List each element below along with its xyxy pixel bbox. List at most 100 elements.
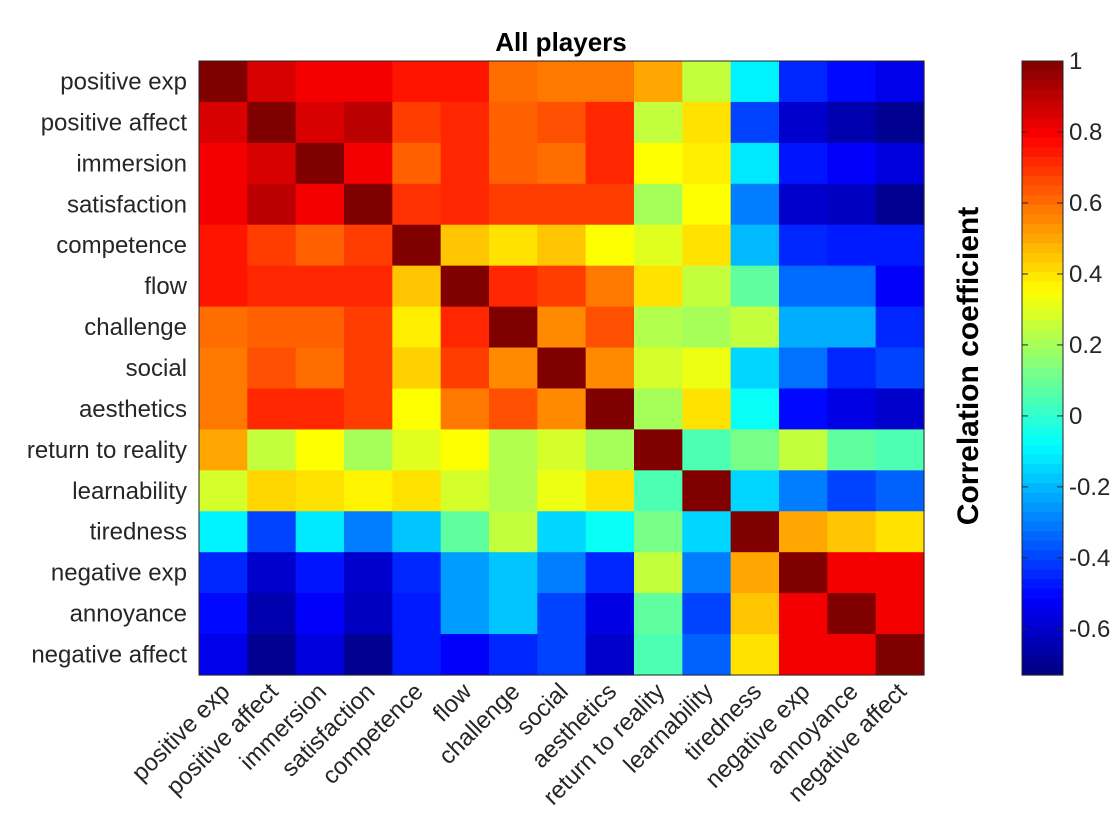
heatmap-cell [875,183,925,226]
heatmap-cell [827,101,877,144]
heatmap-cell [392,634,442,676]
heatmap-cell [392,142,442,185]
heatmap-cell [585,511,635,553]
heatmap-cell [634,511,683,553]
heatmap-cell [440,388,490,430]
heatmap-cell [295,347,345,390]
heatmap-cell [344,470,393,512]
row-label: learnability [72,478,187,505]
heatmap-cell [344,511,393,553]
heatmap-cell [392,552,442,594]
row-label: satisfaction [67,191,187,218]
colorbar-segment [1022,521,1063,532]
heatmap-cell [392,101,442,144]
heatmap-cell [634,183,683,226]
colorbar-tick-label: -0.6 [1069,616,1110,643]
heatmap-cell [440,593,490,635]
heatmap-cell [779,142,828,185]
colorbar-segment [1022,665,1063,676]
heatmap-cell [682,347,732,390]
heatmap-cell [489,265,538,308]
heatmap-cell [779,61,828,103]
heatmap-cell [730,388,780,430]
heatmap-cell [779,511,828,553]
colorbar-tick-label: 0.6 [1069,190,1102,217]
heatmap-cell [344,142,393,185]
heatmap-cell [440,511,490,553]
heatmap-cell [827,183,877,226]
row-label: flow [144,273,187,300]
chart-title: All players [495,27,627,57]
heatmap-cell [392,470,442,512]
heatmap-cell [585,593,635,635]
heatmap-cell [779,306,828,349]
heatmap-cell [199,183,248,226]
colorbar-segment [1022,348,1063,359]
heatmap-cell [875,388,925,430]
colorbar-tick-label: -0.2 [1069,474,1110,501]
heatmap-cell [295,470,345,512]
colorbar-segment [1022,531,1063,542]
heatmap-cell [247,429,297,471]
heatmap-cell [875,101,925,144]
heatmap-cell [344,224,393,267]
plot-frame [198,60,925,676]
heatmap-cell [634,306,683,349]
heatmap-cell [682,470,732,512]
colorbar-segment [1022,483,1063,494]
heatmap-cell [295,429,345,471]
heatmap-cell [295,265,345,308]
heatmap-cell [634,429,683,471]
heatmap-cell [344,61,393,103]
row-label: annoyance [70,601,187,628]
heatmap-cell [875,61,925,103]
heatmap-cell [537,593,587,635]
heatmap-cell [827,224,877,267]
heatmap-cell [392,347,442,390]
colorbar-segment [1022,233,1063,244]
heatmap-cell [730,142,780,185]
heatmap-cell [634,388,683,430]
heatmap-cell [199,470,248,512]
heatmap-cell [827,511,877,553]
colorbar-segment [1022,387,1063,398]
heatmap-cell [682,101,732,144]
heatmap-cell [247,224,297,267]
heatmap-cell [827,388,877,430]
heatmap-cell [489,552,538,594]
heatmap-cell [779,388,828,430]
colorbar-segment [1022,368,1063,379]
heatmap-cell [585,61,635,103]
colorbar-segment [1022,598,1063,609]
heatmap-cell [199,347,248,390]
heatmap-cell [392,61,442,103]
heatmap-cell [295,183,345,226]
heatmap-cell [295,224,345,267]
colorbar-segment [1022,579,1063,590]
heatmap-cell [682,552,732,594]
colorbar-tick-label: 0.4 [1069,261,1102,288]
heatmap-cell [827,593,877,635]
heatmap-cell [344,593,393,635]
heatmap-cell [730,552,780,594]
heatmap-cell [682,593,732,635]
heatmap-cell [489,306,538,349]
heatmap-cell [730,265,780,308]
heatmap-cell [875,142,925,185]
heatmap-cell [730,593,780,635]
heatmap-cell [392,224,442,267]
heatmap-cell [827,61,877,103]
heatmap-cell [247,511,297,553]
heatmap-cell [682,634,732,676]
heatmap-cell [827,470,877,512]
colorbar-segment [1022,300,1063,312]
heatmap-cell [199,101,248,144]
heatmap-cell [634,265,683,308]
colorbar-segment [1022,636,1063,647]
colorbar-segment [1022,425,1063,436]
heatmap-cell [634,593,683,635]
heatmap-cell [247,593,297,635]
colorbar-tick-label: 0.2 [1069,332,1102,359]
heatmap-cell [295,388,345,430]
heatmap-cell [634,101,683,144]
